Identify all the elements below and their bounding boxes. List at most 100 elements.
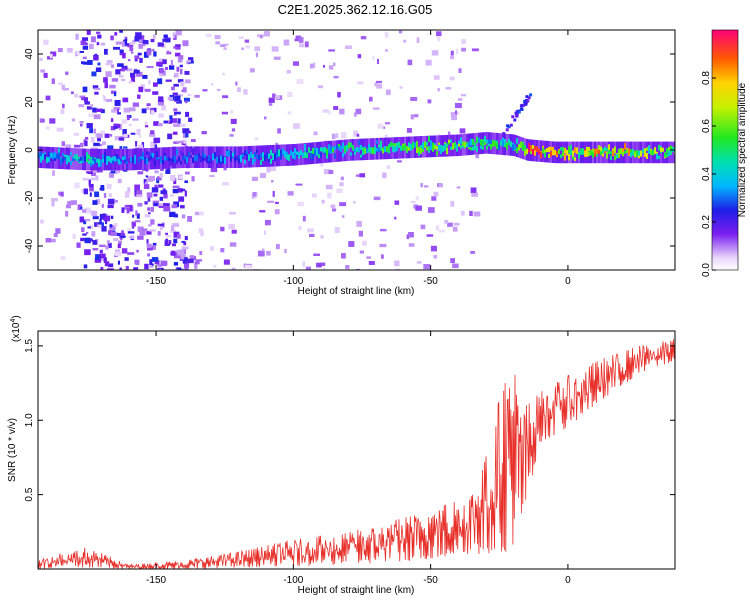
- heatmap-noise-cell: [165, 238, 169, 245]
- heatmap-noise-cell: [137, 52, 142, 56]
- heatmap-noise-cell: [410, 96, 418, 101]
- heatmap-ridge-cell: [472, 146, 475, 151]
- heatmap-ridge-cell: [382, 150, 385, 154]
- heatmap-ridge-cell: [472, 138, 475, 146]
- heatmap-ridge-cell: [52, 152, 55, 158]
- heatmap-ridge-cell: [476, 136, 479, 144]
- heatmap-ridge-cell: [428, 146, 431, 153]
- heatmap-ridge-cell: [84, 157, 87, 162]
- heatmap-noise-cell: [173, 178, 177, 185]
- heatmap-ridge-cell: [592, 152, 595, 158]
- heatmap-noise-cell: [101, 203, 104, 208]
- heatmap-ridge-cell: [450, 139, 453, 143]
- heatmap-noise-cell: [168, 240, 172, 245]
- heatmap-ridge-cell: [90, 160, 93, 167]
- snr-multiplier-base: (x10: [11, 322, 22, 342]
- heatmap-ridge-cell: [148, 157, 151, 162]
- heatmap-noise-cell: [123, 169, 128, 172]
- heatmap-ridge-cell: [160, 156, 163, 162]
- heatmap-noise-cell: [275, 243, 280, 250]
- heatmap-noise-cell: [124, 191, 130, 198]
- heatmap-noise-cell: [322, 109, 329, 113]
- heatmap-streak-cell: [515, 110, 519, 114]
- heatmap-ridge-cell: [618, 151, 621, 158]
- heatmap-noise-cell: [150, 108, 155, 113]
- heatmap-ridge-cell: [516, 147, 519, 154]
- heatmap-ridge-cell: [490, 139, 493, 144]
- heatmap-noise-cell: [90, 147, 98, 150]
- heatmap-noise-cell: [86, 30, 91, 35]
- heatmap-noise-cell: [137, 226, 144, 232]
- heatmap-ridge-cell: [310, 153, 313, 159]
- heatmap-noise-cell: [175, 215, 179, 218]
- heatmap-noise-cell: [152, 49, 155, 52]
- heatmap-noise-cell: [138, 86, 144, 93]
- heatmap-ridge-cell: [568, 146, 571, 154]
- heatmap-ridge-cell: [606, 147, 609, 151]
- heatmap-noise-cell: [184, 190, 187, 197]
- heatmap-noise-cell: [77, 204, 83, 211]
- heatmap-noise-cell: [104, 133, 110, 138]
- heatmap-ridge-cell: [340, 145, 343, 152]
- heatmap-noise-cell: [384, 134, 388, 138]
- heatmap-ridge-cell: [522, 141, 525, 147]
- heatmap-noise-cell: [90, 36, 96, 43]
- heatmap-noise-cell: [157, 99, 165, 106]
- heatmap-ridge-cell: [174, 155, 177, 160]
- heatmap-noise-cell: [176, 234, 181, 239]
- heatmap-ridge-cell: [526, 148, 529, 155]
- heatmap-noise-cell: [171, 204, 178, 209]
- heatmap-ridge-cell: [142, 151, 145, 157]
- heatmap-noise-cell: [171, 86, 175, 91]
- heatmap-ridge-cell: [130, 157, 133, 162]
- heatmap-noise-cell: [85, 231, 89, 234]
- heatmap-ridge-cell: [344, 145, 347, 153]
- heatmap-noise-cell: [153, 137, 160, 144]
- heatmap-noise-cell: [382, 172, 387, 179]
- heatmap-ridge-cell: [74, 154, 77, 160]
- heatmap-noise-cell: [436, 31, 442, 37]
- heatmap-ridge-cell: [62, 157, 65, 163]
- heatmap-noise-cell: [89, 128, 94, 134]
- heatmap-ridge-cell: [658, 144, 661, 151]
- heatmap-noise-cell: [159, 196, 164, 201]
- heatmap-ridge-cell: [376, 147, 379, 152]
- heatmap-noise-cell: [110, 215, 114, 220]
- heatmap-noise-cell: [184, 180, 188, 184]
- heatmap-ridge-cell: [552, 149, 555, 156]
- heatmap-noise-cell: [127, 231, 135, 234]
- heatmap-ridge-cell: [534, 149, 537, 156]
- heatmap-noise-cell: [450, 112, 458, 117]
- heatmap-ridge-cell: [214, 152, 217, 159]
- heatmap-noise-cell: [169, 194, 174, 197]
- heatmap-noise-cell: [222, 95, 229, 99]
- heatmap-noise-cell: [45, 95, 51, 101]
- heatmap-ridge-cell: [508, 140, 511, 146]
- heatmap-noise-cell: [89, 183, 94, 188]
- heatmap-noise-cell: [297, 201, 304, 207]
- heatmap-noise-cell: [114, 251, 122, 257]
- heatmap-ridge-cell: [168, 161, 171, 166]
- heatmap-noise-cell: [144, 263, 149, 270]
- heatmap-ridge-cell: [234, 150, 237, 155]
- heatmap-ridge-cell: [440, 147, 443, 155]
- heatmap-ridge-cell: [260, 153, 263, 158]
- heatmap-ridge-cell: [436, 146, 439, 150]
- heatmap-noise-cell: [243, 89, 248, 95]
- heatmap-noise-cell: [415, 196, 420, 201]
- snr-frame: [37, 330, 676, 570]
- heatmap-noise-cell: [150, 219, 155, 225]
- heatmap-noise-cell: [106, 60, 113, 64]
- heatmap-noise-cell: [179, 64, 183, 68]
- heatmap-ridge-cell: [394, 146, 397, 153]
- heatmap-noise-cell: [449, 55, 455, 60]
- heatmap-noise-cell: [83, 219, 87, 225]
- heatmap-noise-cell: [470, 251, 476, 254]
- heatmap-noise-cell: [194, 211, 201, 216]
- y-tick-label: 20: [24, 96, 35, 108]
- heatmap-noise-cell: [127, 252, 135, 255]
- heatmap-noise-cell: [132, 102, 140, 107]
- heatmap-noise-cell: [394, 268, 400, 270]
- heatmap-noise-cell: [177, 79, 184, 83]
- heatmap-noise-cell: [355, 108, 362, 115]
